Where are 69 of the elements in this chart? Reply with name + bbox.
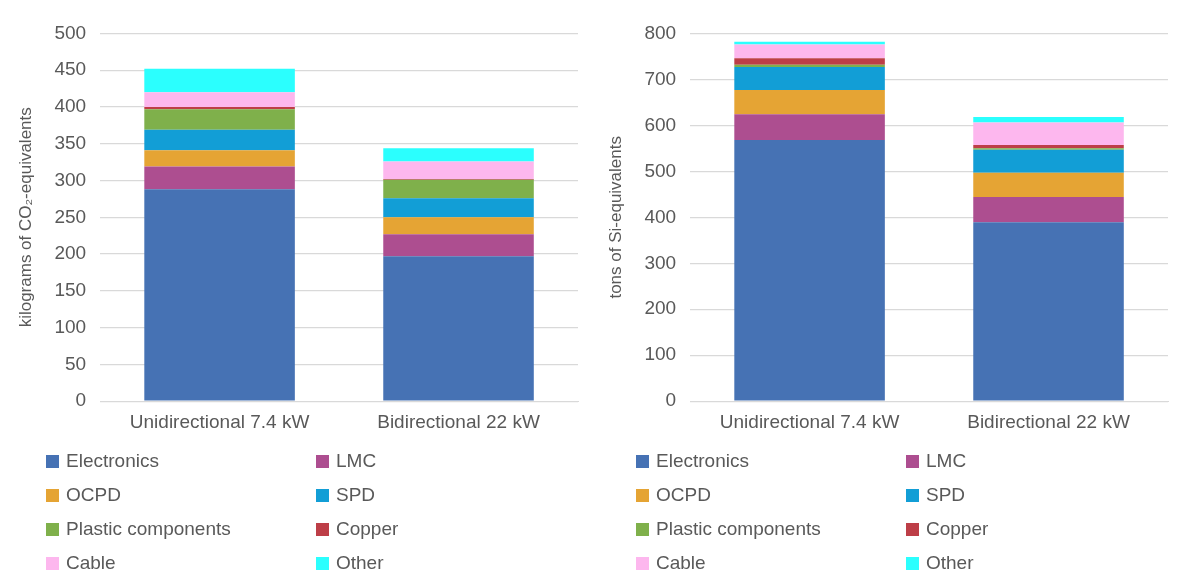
bar <box>734 140 885 401</box>
bar <box>973 172 1124 198</box>
bar <box>383 161 534 180</box>
bar <box>144 166 295 190</box>
x-tick-label: Unidirectional 7.4 kW <box>129 410 310 432</box>
bar <box>144 150 295 167</box>
bar <box>973 222 1124 401</box>
y-tick-label: 200 <box>54 242 87 264</box>
legend-label: Cable <box>656 552 706 574</box>
bar <box>973 197 1124 223</box>
bar <box>383 234 534 257</box>
legend-label: Cable <box>66 552 116 574</box>
legend-label: Plastic components <box>656 518 821 540</box>
legend-label: Electronics <box>66 450 159 472</box>
y-tick-label: 500 <box>644 159 677 181</box>
bar <box>383 148 534 162</box>
bar <box>973 122 1124 146</box>
y-tick-label: 250 <box>54 205 87 227</box>
y-tick-label: 400 <box>644 205 677 227</box>
bar <box>734 89 885 115</box>
bar <box>734 44 885 59</box>
y-tick-label: 0 <box>75 389 87 411</box>
bar <box>973 149 1124 173</box>
y-tick-label: 700 <box>644 67 677 89</box>
y-tick-label: 400 <box>54 95 87 117</box>
y-axis-title: kilograms of CO₂-equivalents <box>15 107 35 328</box>
bar <box>734 58 885 65</box>
legend-label: Copper <box>336 518 399 540</box>
bar <box>383 256 534 401</box>
y-tick-label: 200 <box>644 297 677 319</box>
legend-label: Plastic components <box>66 518 231 540</box>
bar <box>144 68 295 93</box>
x-tick-label: Unidirectional 7.4 kW <box>719 410 900 432</box>
y-tick-label: 0 <box>665 389 677 411</box>
legend-label: SPD <box>926 484 966 506</box>
legend-label: OCPD <box>66 484 121 506</box>
legend-label: Electronics <box>656 450 749 472</box>
y-tick-label: 100 <box>54 315 87 337</box>
bar <box>973 117 1124 123</box>
x-tick-label: Bidirectional 22 kW <box>377 410 540 432</box>
legend-label: LMC <box>336 450 377 472</box>
bar <box>144 129 295 151</box>
legend-label: Copper <box>926 518 989 540</box>
y-tick-label: 350 <box>54 131 87 153</box>
bar <box>734 66 885 90</box>
x-tick-label: Bidirectional 22 kW <box>967 410 1130 432</box>
legend-label: SPD <box>336 484 376 506</box>
y-tick-label: 100 <box>644 343 677 365</box>
bar <box>383 179 534 199</box>
y-tick-label: 150 <box>54 279 87 301</box>
y-axis-title: tons of Si-equivalents <box>605 136 625 299</box>
legend-label: OCPD <box>656 484 711 506</box>
legend-label: Other <box>336 552 384 574</box>
y-tick-label: 450 <box>54 58 87 80</box>
y-tick-label: 500 <box>54 21 87 43</box>
y-tick-label: 600 <box>644 113 677 135</box>
bar <box>383 198 534 218</box>
y-tick-label: 300 <box>644 251 677 273</box>
bar <box>144 109 295 130</box>
legend-label: LMC <box>926 450 967 472</box>
y-tick-label: 50 <box>64 352 87 374</box>
y-tick-label: 800 <box>644 21 677 43</box>
legend-label: Other <box>926 552 974 574</box>
bar <box>144 106 295 110</box>
bar <box>734 114 885 141</box>
bar <box>144 92 295 107</box>
bar <box>383 217 534 235</box>
y-tick-label: 300 <box>54 168 87 190</box>
bar <box>144 189 295 401</box>
